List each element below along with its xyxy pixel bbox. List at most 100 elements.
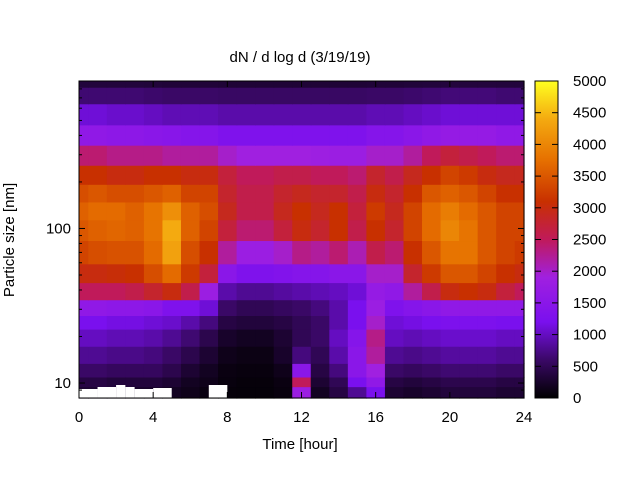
heatmap-cell [218, 184, 238, 203]
heatmap-cell [310, 219, 330, 242]
heatmap-cell [199, 184, 219, 203]
heatmap-cell [496, 386, 516, 399]
heatmap-cell [384, 346, 405, 364]
heatmap-cell [347, 299, 367, 316]
heatmap-cell [329, 363, 349, 378]
heatmap-cell [106, 201, 126, 221]
heatmap-cell [125, 299, 145, 316]
heatmap-cell [79, 282, 89, 301]
heatmap-cell [106, 346, 126, 364]
heatmap-cell [180, 184, 201, 203]
heatmap-cell [79, 363, 89, 378]
colorbar-ticks: 0 500 1000 1500 2000 2500 3000 3500 4000 4500 5000 [535, 73, 606, 407]
heatmap-cell [255, 124, 275, 146]
heatmap-cell [180, 81, 201, 88]
heatmap-cell [347, 376, 367, 388]
heatmap-cell [199, 376, 219, 388]
heatmap-cell [106, 124, 126, 146]
heatmap-cell [162, 103, 182, 126]
heatmap-cell [459, 81, 479, 88]
heatmap-cell [180, 299, 201, 316]
heatmap-cell [218, 329, 238, 347]
heatmap-cell [477, 299, 497, 316]
heatmap-cell [106, 81, 126, 88]
heatmap-cell [403, 240, 423, 265]
heatmap-cell [255, 329, 275, 347]
heatmap-cell [255, 81, 275, 88]
heatmap-cell [180, 346, 201, 364]
heatmap-cell [236, 363, 256, 378]
heatmap-cell [180, 145, 201, 166]
heatmap-cell [459, 386, 479, 399]
heatmap-cell [88, 299, 108, 316]
heatmap-cell [422, 219, 442, 242]
heatmap-cell [403, 346, 423, 364]
heatmap-cell [477, 240, 497, 265]
heatmap-cell [218, 201, 238, 221]
heatmap-cell [329, 165, 349, 185]
heatmap-cell [403, 81, 423, 88]
heatmap-cell [88, 184, 108, 203]
heatmap-cell [199, 263, 219, 284]
heatmap-cell [384, 81, 405, 88]
heatmap-cell [310, 81, 330, 88]
heatmap-cell [366, 363, 386, 378]
heatmap-cell [218, 263, 238, 284]
heatmap-cell [422, 263, 442, 284]
heatmap-cell [162, 184, 182, 203]
heatmap-cell [125, 165, 145, 185]
heatmap-cell [329, 219, 349, 242]
heatmap-cell [496, 103, 516, 126]
heatmap-cell [162, 124, 182, 146]
heatmap-cell [514, 103, 525, 126]
heatmap-cell [310, 184, 330, 203]
heatmap-cell [88, 87, 108, 105]
heatmap-cell [255, 145, 275, 166]
heatmap-cell [496, 315, 516, 330]
heatmap-cell [366, 315, 386, 330]
heatmap-cell [180, 363, 201, 378]
heatmap-cell [422, 376, 442, 388]
heatmap-cell [125, 329, 145, 347]
heatmap-cell [459, 103, 479, 126]
heatmap-cell [440, 240, 460, 265]
heatmap-cell [347, 184, 367, 203]
heatmap-cell [125, 346, 145, 364]
x-tick-label: 4 [149, 409, 157, 426]
heatmap-cell [199, 103, 219, 126]
heatmap-cell [143, 315, 164, 330]
colorbar-tick-label: 5000 [573, 73, 606, 90]
heatmap-cell [310, 87, 330, 105]
heatmap-cell [459, 184, 479, 203]
heatmap-cell [162, 376, 182, 388]
heatmap-cell [236, 124, 256, 146]
heatmap-cell [125, 145, 145, 166]
heatmap-cell [273, 386, 293, 399]
heatmap-cell [88, 124, 108, 146]
missing-data-block [208, 385, 228, 398]
heatmap-cell [199, 240, 219, 265]
heatmap-cell [347, 240, 367, 265]
heatmap-cell [366, 145, 386, 166]
heatmap-cell [496, 201, 516, 221]
heatmap-cell [514, 165, 525, 185]
heatmap-cell [273, 282, 293, 301]
heatmap-cell [255, 263, 275, 284]
y-tick-label: 10 [54, 375, 71, 392]
heatmap-cell [218, 219, 238, 242]
heatmap-cell [440, 376, 460, 388]
heatmap-cell [477, 376, 497, 388]
colorbar-tick-label: 4000 [573, 136, 606, 153]
heatmap-cell [366, 165, 386, 185]
heatmap-cell [292, 184, 312, 203]
heatmap-cell [79, 201, 89, 221]
heatmap-cell [199, 165, 219, 185]
heatmap-cell [292, 240, 312, 265]
colorbar-tick-label: 2500 [573, 232, 606, 249]
colorbar-tick-label: 4500 [573, 105, 606, 122]
heatmap-cell [459, 201, 479, 221]
heatmap-cell [255, 376, 275, 388]
heatmap-cell [329, 145, 349, 166]
heatmap-cell [106, 165, 126, 185]
heatmap-cell [162, 346, 182, 364]
